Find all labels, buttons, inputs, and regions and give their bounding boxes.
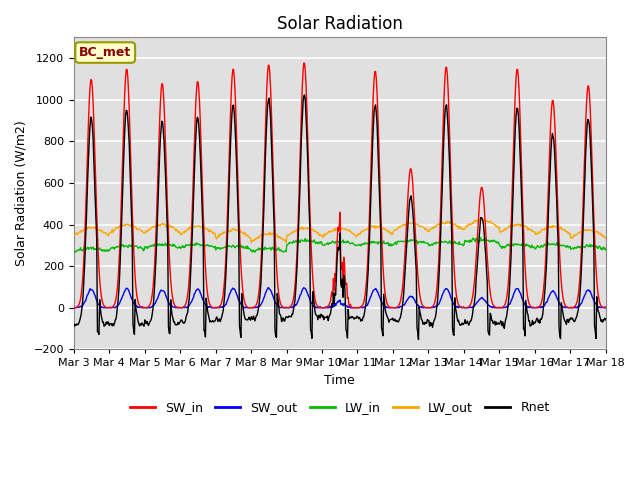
Text: BC_met: BC_met xyxy=(79,46,131,59)
Y-axis label: Solar Radiation (W/m2): Solar Radiation (W/m2) xyxy=(15,120,28,266)
X-axis label: Time: Time xyxy=(324,374,355,387)
Legend: SW_in, SW_out, LW_in, LW_out, Rnet: SW_in, SW_out, LW_in, LW_out, Rnet xyxy=(125,396,555,419)
Title: Solar Radiation: Solar Radiation xyxy=(276,15,403,33)
